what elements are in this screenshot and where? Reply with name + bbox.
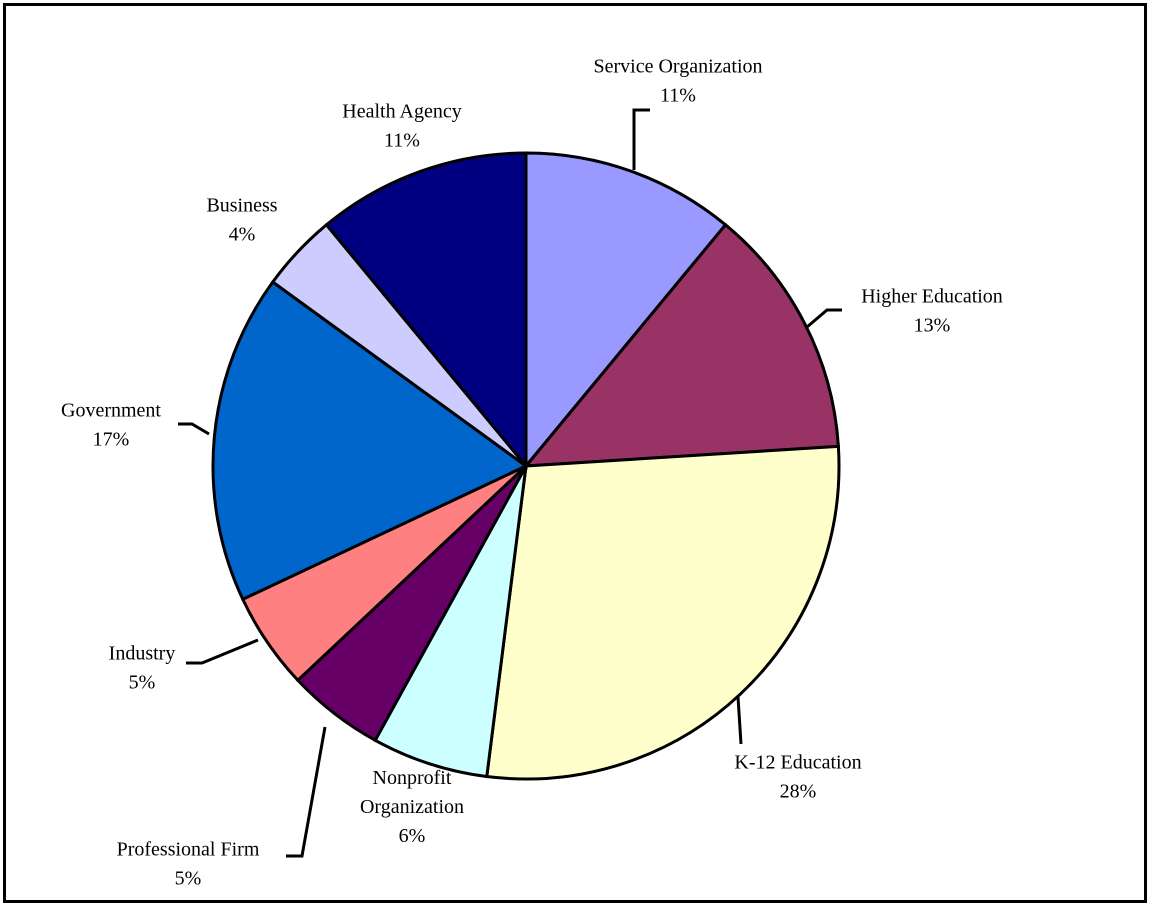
slice-label-government: Government 17% xyxy=(61,400,161,451)
slice-name: Organization xyxy=(360,796,464,818)
slice-label-nonprofit-organization: Nonprofit Organization 6% xyxy=(360,767,464,847)
labels-layer: Service Organization 11% Higher Education 1… xyxy=(61,56,1003,890)
slice-label-professional-firm: Professional Firm 5% xyxy=(117,839,260,890)
slice-percent: 6% xyxy=(399,825,426,847)
leader-line-higher-education xyxy=(806,308,842,329)
slice-percent: 5% xyxy=(175,868,202,890)
slice-name: K-12 Education xyxy=(734,752,861,774)
slice-percent: 28% xyxy=(780,781,817,803)
slice-name: Industry xyxy=(109,643,176,665)
leader-line-industry xyxy=(186,638,259,665)
leader-line-k-12-education xyxy=(736,696,743,745)
slice-name: Professional Firm xyxy=(117,839,260,861)
leader-line-government xyxy=(178,422,210,436)
slice-name: Business xyxy=(206,195,277,217)
slice-percent: 11% xyxy=(384,130,420,152)
slice-name: Health Agency xyxy=(342,101,461,123)
slices-layer xyxy=(211,151,841,781)
leaders-layer xyxy=(178,108,842,858)
slice-percent: 13% xyxy=(914,315,951,337)
pie-slice-health-agency xyxy=(324,151,528,471)
slice-percent: 4% xyxy=(229,224,256,246)
slice-percent: 11% xyxy=(660,85,696,107)
slice-percent: 17% xyxy=(93,429,130,451)
pie-slice-k-12-education xyxy=(485,444,841,781)
pie-slice-government xyxy=(211,279,529,602)
leader-line-professional-firm xyxy=(286,726,327,858)
pie-slice-nonprofit-organization xyxy=(373,465,528,779)
slice-name: Higher Education xyxy=(861,286,1003,308)
slice-name: Service Organization xyxy=(593,56,762,78)
slice-label-service-organization: Service Organization 11% xyxy=(593,56,762,107)
slice-percent: 5% xyxy=(129,672,156,694)
slice-label-k-12-education: K-12 Education 28% xyxy=(734,752,861,803)
slice-label-industry: Industry 5% xyxy=(109,643,176,694)
slice-name: Nonprofit xyxy=(373,767,452,789)
slice-label-business: Business 4% xyxy=(206,195,277,246)
pie-slice-service-organization xyxy=(524,151,728,471)
slice-label-higher-education: Higher Education 13% xyxy=(861,286,1003,337)
slice-name: Government xyxy=(61,400,161,422)
leader-line-service-organization xyxy=(632,108,650,170)
pie-slice-higher-education xyxy=(522,222,840,468)
slice-label-health-agency: Health Agency 11% xyxy=(342,101,461,152)
